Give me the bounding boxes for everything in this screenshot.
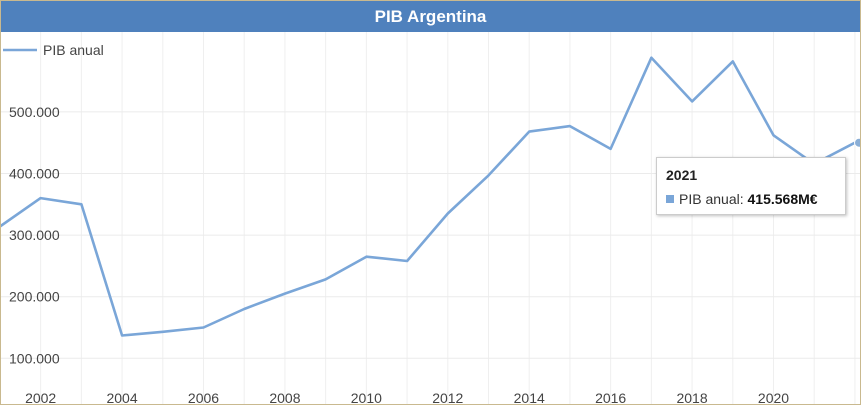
x-tick-label: 2016 bbox=[595, 390, 626, 404]
tooltip-series-label: PIB anual: bbox=[679, 191, 744, 207]
tooltip-row: PIB anual: 415.568M€ bbox=[666, 191, 818, 207]
y-tick-label: 300.000 bbox=[9, 227, 60, 243]
x-tick-label: 2014 bbox=[514, 390, 545, 404]
y-tick-label: 400.000 bbox=[9, 166, 60, 182]
chart-title: PIB Argentina bbox=[1, 1, 860, 32]
y-tick-label: 500.000 bbox=[9, 104, 60, 120]
y-tick-label: 100.000 bbox=[9, 350, 60, 366]
legend-label: PIB anual bbox=[43, 42, 104, 58]
tooltip-year: 2021 bbox=[666, 167, 698, 183]
data-point-last bbox=[854, 137, 860, 148]
x-tick-label: 2020 bbox=[758, 390, 789, 404]
series-line-pib-anual bbox=[1, 56, 856, 337]
x-tick-label: 2012 bbox=[432, 390, 463, 404]
tooltip-value: 415.568M€ bbox=[747, 191, 818, 207]
x-tick-label: 2008 bbox=[269, 390, 300, 404]
x-tick-label: 2006 bbox=[188, 390, 219, 404]
x-tick-label: 2002 bbox=[25, 390, 56, 404]
data-tooltip: 2021 PIB anual: 415.568M€ bbox=[656, 157, 846, 215]
tooltip-series-swatch bbox=[666, 195, 674, 204]
x-tick-label: 2004 bbox=[106, 390, 137, 404]
chart-plot[interactable]: 100.000 200.000 300.000 400.000 500.000 2002 2… bbox=[1, 32, 860, 404]
y-tick-label: 200.000 bbox=[9, 289, 60, 305]
x-tick-label: 2010 bbox=[351, 390, 382, 404]
x-tick-label: 2018 bbox=[676, 390, 707, 404]
